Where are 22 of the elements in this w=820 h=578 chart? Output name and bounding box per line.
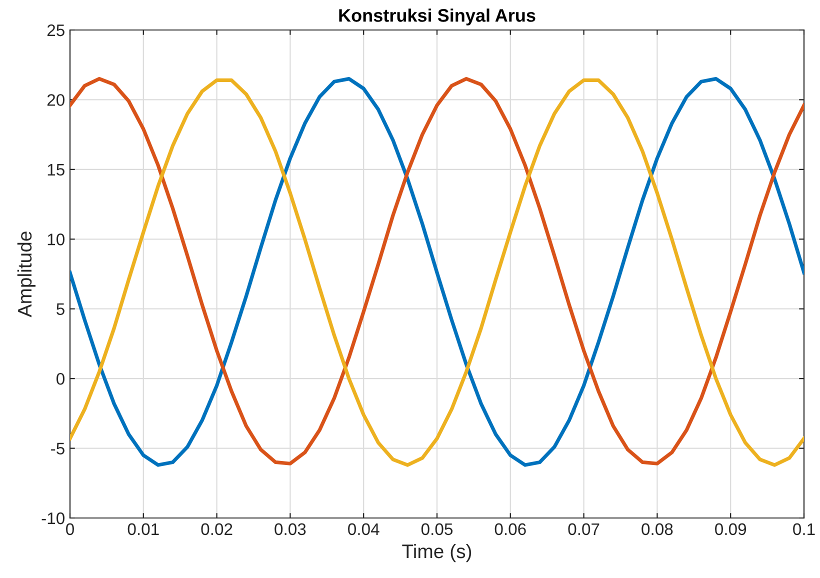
x-tick-label: 0.04	[348, 523, 380, 536]
x-tick-label: 0.05	[421, 523, 453, 536]
y-tick-label: 15	[48, 164, 64, 176]
chart-title: Konstruksi Sinyal Arus	[339, 8, 536, 26]
x-tick-label: 0	[66, 523, 74, 536]
x-tick-label: 0.01	[128, 523, 159, 536]
x-tick-label: 0.09	[715, 523, 746, 536]
x-axis-title: Time (s)	[402, 544, 472, 562]
y-tick-label: -10	[42, 512, 64, 524]
y-tick-label: -5	[51, 442, 64, 454]
x-tick-label: 0.1	[793, 523, 815, 536]
y-tick-label: 10	[48, 234, 64, 246]
x-tick-label: 0.08	[642, 523, 673, 536]
y-tick-label: 20	[47, 94, 64, 106]
y-tick-label: 0	[56, 372, 64, 385]
x-tick-label: 0.03	[274, 523, 306, 536]
x-tick-label: 0.06	[494, 523, 526, 536]
y-tick-label: 25	[47, 24, 64, 36]
x-tick-label: 0.02	[201, 523, 232, 536]
y-tick-label: 5	[56, 303, 64, 316]
y-axis-title: Amplitude	[17, 232, 36, 318]
x-tick-label: 0.07	[568, 523, 600, 536]
